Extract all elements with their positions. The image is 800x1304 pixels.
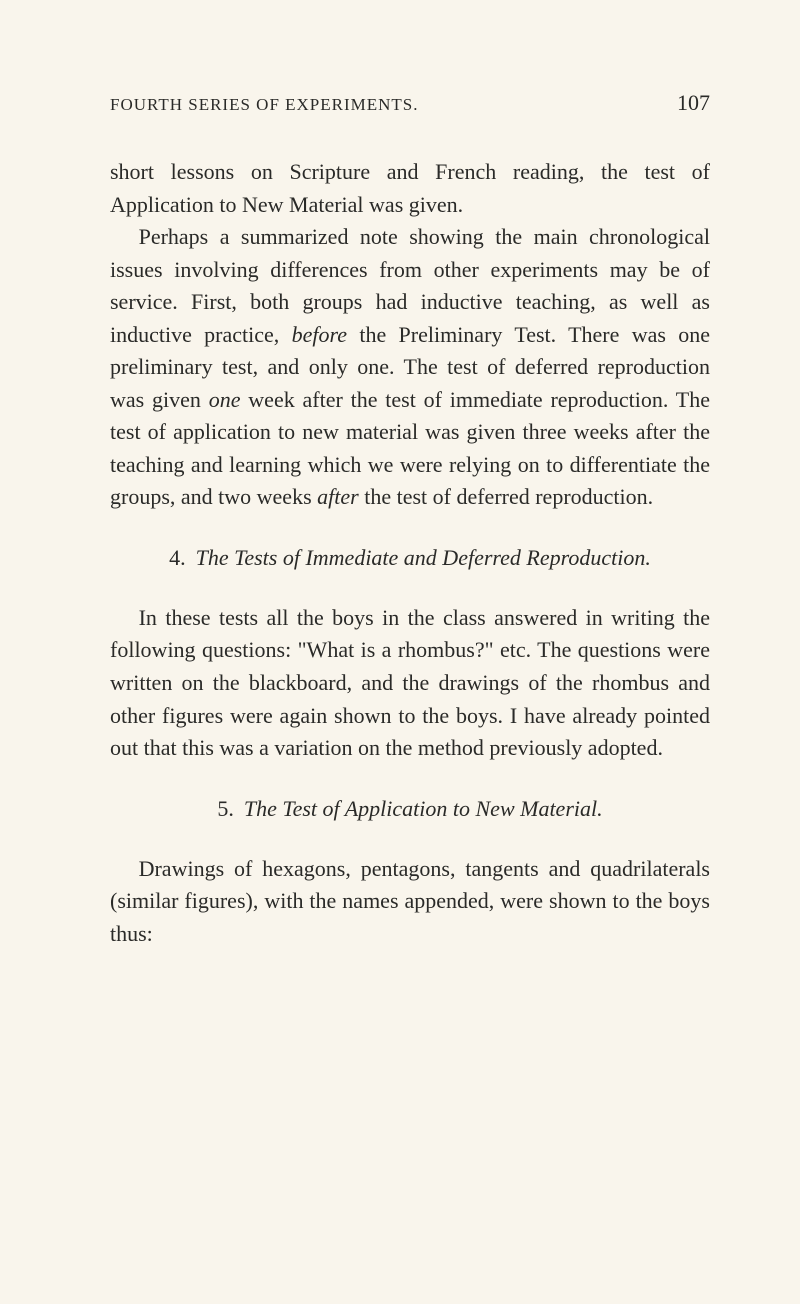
paragraph-4: Drawings of hexagons, pentagons, tangent… xyxy=(110,853,710,951)
section-heading-5: 5. The Test of Application to New Materia… xyxy=(110,793,710,825)
italic-word: one xyxy=(209,387,241,412)
page-body: short lessons on Scripture and French re… xyxy=(110,156,710,950)
italic-word: after xyxy=(317,484,359,509)
running-title: FOURTH SERIES OF EXPERIMENTS. xyxy=(110,95,419,115)
paragraph-2: Perhaps a summarized note showing the ma… xyxy=(110,221,710,514)
paragraph-1: short lessons on Scripture and French re… xyxy=(110,156,710,221)
italic-word: before xyxy=(292,322,347,347)
text-run: the test of deferred reproduction. xyxy=(359,484,653,509)
section-title: The Test of Application to New Material. xyxy=(244,796,603,821)
page-header: FOURTH SERIES OF EXPERIMENTS. 107 xyxy=(110,90,710,116)
section-number: 5. xyxy=(217,793,234,825)
section-heading-4: 4. The Tests of Immediate and Deferred Re… xyxy=(110,542,710,574)
paragraph-3: In these tests all the boys in the class… xyxy=(110,602,710,765)
section-title: The Tests of Immediate and Deferred Repr… xyxy=(196,545,651,570)
page-number: 107 xyxy=(677,90,710,116)
section-number: 4. xyxy=(169,542,186,574)
